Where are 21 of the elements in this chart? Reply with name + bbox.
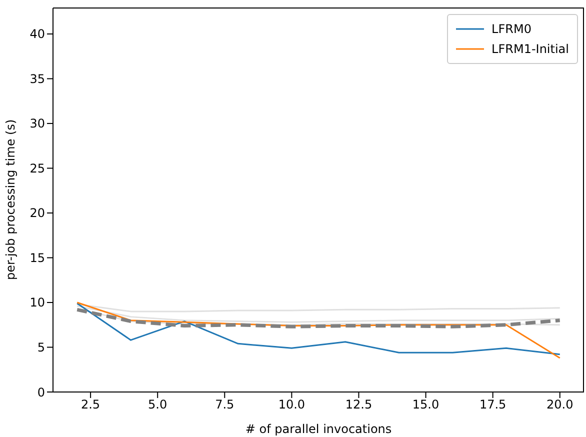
y-tick-label: 40 — [30, 27, 45, 42]
x-tick-label: 12.5 — [345, 398, 372, 412]
y-tick-label: 0 — [37, 385, 45, 400]
x-tick-label: 10.0 — [278, 398, 306, 412]
y-tick-label: 25 — [30, 161, 45, 176]
y-tick-label: 15 — [30, 250, 45, 265]
legend-label: LFRM0 — [492, 22, 532, 36]
x-tick-label: 20.0 — [546, 398, 574, 412]
x-tick-label: 5.0 — [148, 398, 168, 412]
x-tick-label: 15.0 — [412, 398, 440, 412]
y-tick-label: 35 — [30, 72, 45, 86]
x-tick-label: 17.5 — [479, 398, 506, 412]
x-axis-title: # of parallel invocations — [245, 422, 392, 436]
y-axis-title: per-job processing time (s) — [3, 119, 18, 280]
y-tick-label: 10 — [30, 296, 45, 310]
legend-label: LFRM1-Initial — [492, 42, 569, 56]
y-tick-label: 20 — [30, 206, 45, 220]
y-tick-label: 5 — [37, 340, 45, 355]
x-tick-label: 7.5 — [215, 398, 234, 412]
y-tick-label: 30 — [30, 116, 45, 131]
x-tick-label: 2.5 — [81, 398, 100, 412]
